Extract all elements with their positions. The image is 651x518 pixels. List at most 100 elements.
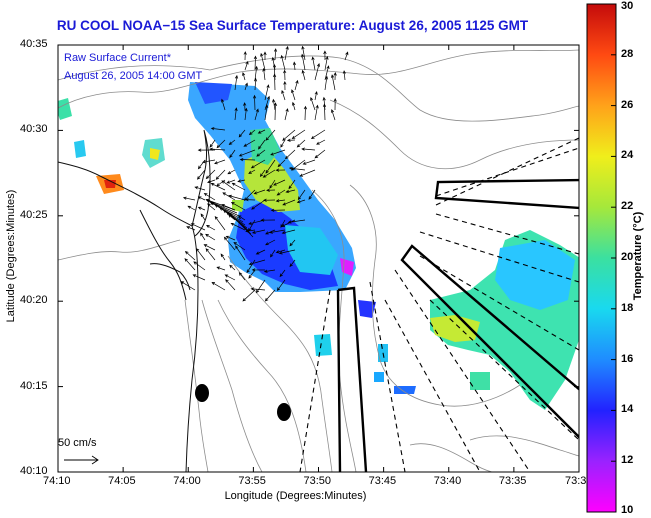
x-tick-label: 74:10 bbox=[43, 475, 71, 487]
current-vector bbox=[222, 192, 236, 201]
current-vector bbox=[250, 287, 266, 291]
current-vector bbox=[229, 212, 254, 238]
current-vector bbox=[255, 279, 266, 294]
current-vector bbox=[254, 65, 259, 81]
current-vector bbox=[246, 259, 256, 274]
colorbar-tick-label: 14 bbox=[621, 403, 634, 416]
current-vector bbox=[244, 198, 256, 202]
current-vector bbox=[284, 45, 289, 61]
y-tick-label: 40:35 bbox=[20, 38, 48, 50]
current-vector bbox=[333, 97, 337, 111]
current-vector bbox=[186, 226, 196, 231]
current-vector bbox=[260, 218, 276, 222]
current-vector bbox=[262, 67, 266, 81]
current-vector bbox=[269, 229, 286, 234]
current-vector bbox=[227, 169, 236, 175]
current-vector bbox=[344, 51, 349, 61]
x-tick-label: 74:05 bbox=[108, 475, 136, 487]
current-vector bbox=[254, 108, 259, 121]
current-vector bbox=[187, 205, 196, 211]
current-vector bbox=[207, 179, 216, 184]
boundary-strip-south bbox=[336, 286, 368, 472]
current-vector bbox=[258, 139, 266, 150]
current-vector bbox=[225, 235, 236, 241]
current-vector bbox=[308, 189, 316, 200]
current-vector bbox=[253, 77, 258, 91]
current-vector bbox=[314, 149, 326, 159]
current-vector bbox=[206, 225, 216, 231]
y-tick-label: 40:10 bbox=[20, 465, 48, 477]
current-vector bbox=[229, 149, 236, 159]
colorbar-tick-label: 10 bbox=[621, 504, 634, 516]
current-vector bbox=[207, 203, 216, 211]
current-vector bbox=[297, 189, 306, 201]
current-vector bbox=[180, 281, 196, 291]
contour-line bbox=[349, 184, 521, 407]
scale-arrow-head bbox=[91, 455, 99, 465]
current-vector bbox=[229, 264, 236, 271]
current-vector bbox=[273, 48, 278, 61]
sst-patch-east-small bbox=[470, 372, 490, 390]
current-vector bbox=[281, 229, 296, 235]
boundary-strip-east bbox=[400, 244, 579, 439]
y-tick-label: 40:15 bbox=[20, 379, 48, 392]
sst-patch-east-cyan bbox=[495, 240, 575, 310]
current-vector bbox=[251, 229, 266, 234]
current-vector bbox=[238, 149, 256, 157]
current-vector bbox=[226, 179, 236, 184]
x-tick-label: 73:3 bbox=[565, 475, 587, 487]
current-vector bbox=[284, 149, 296, 160]
bathymetry-contours bbox=[58, 49, 579, 472]
x-tick-label: 74:00 bbox=[173, 475, 201, 487]
colorbar-label: Temperature (°C) bbox=[632, 211, 644, 301]
contour-line bbox=[329, 99, 579, 170]
current-vector bbox=[285, 189, 296, 194]
current-vector bbox=[252, 94, 257, 111]
current-vector bbox=[270, 249, 276, 258]
current-vector bbox=[205, 169, 216, 180]
contour-line bbox=[217, 299, 307, 472]
current-vector bbox=[302, 159, 316, 165]
current-vector bbox=[286, 138, 296, 142]
current-vector bbox=[275, 199, 286, 203]
current-vector bbox=[273, 179, 286, 186]
current-vector bbox=[184, 250, 196, 261]
current-vectors bbox=[180, 45, 349, 302]
current-vector bbox=[282, 199, 296, 206]
y-tick-label: 40:30 bbox=[20, 123, 48, 136]
sst-patch-west-yellow bbox=[150, 148, 160, 160]
current-vector bbox=[190, 223, 206, 231]
current-vector bbox=[264, 84, 270, 101]
current-vector bbox=[239, 157, 256, 162]
current-vector bbox=[224, 274, 236, 281]
current-vector bbox=[266, 188, 276, 192]
current-vector bbox=[242, 72, 246, 81]
current-vector bbox=[263, 51, 267, 60]
current-vector bbox=[324, 65, 330, 81]
current-vector bbox=[292, 61, 297, 71]
current-vector bbox=[283, 81, 287, 91]
current-vector bbox=[276, 279, 286, 291]
current-vector bbox=[324, 55, 329, 71]
current-vector bbox=[205, 233, 216, 241]
current-vector bbox=[253, 189, 266, 195]
coastline-inlet bbox=[149, 263, 191, 291]
current-vector bbox=[256, 149, 266, 157]
colorbar-tick-label: 30 bbox=[621, 0, 634, 12]
current-vector bbox=[282, 129, 296, 141]
map-title: RU COOL NOAA−15 Sea Surface Temperature:… bbox=[56, 18, 529, 33]
current-vector bbox=[230, 222, 246, 231]
current-vector bbox=[278, 249, 296, 255]
current-vector bbox=[272, 98, 276, 111]
current-vector bbox=[324, 75, 329, 91]
current-vector bbox=[262, 169, 276, 178]
current-vector bbox=[196, 169, 206, 180]
current-vector bbox=[270, 149, 286, 156]
current-vector bbox=[216, 139, 226, 149]
current-vector bbox=[228, 139, 236, 145]
contour-line bbox=[311, 189, 357, 472]
contour-line bbox=[209, 55, 579, 122]
current-vector bbox=[301, 69, 306, 81]
radial-line bbox=[299, 289, 331, 472]
current-vector bbox=[310, 96, 316, 111]
